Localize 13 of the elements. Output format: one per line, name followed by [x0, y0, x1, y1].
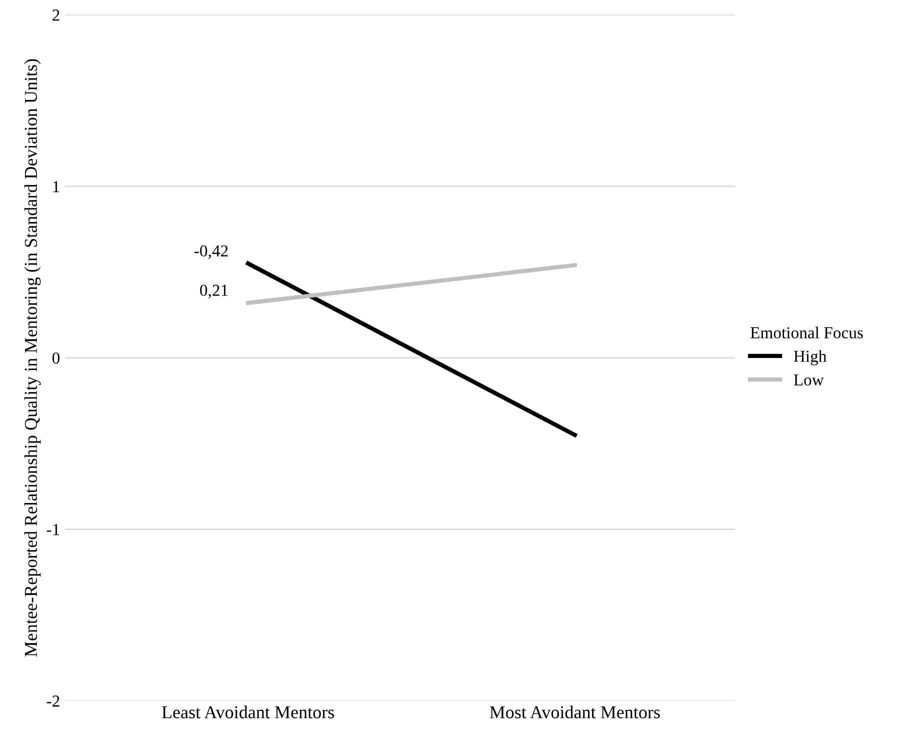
y-tick-label: 1	[53, 181, 60, 192]
x-tick-label: Least Avoidant Mentors	[162, 706, 334, 718]
annotation: 0,21	[200, 284, 228, 298]
y-tick-label: 2	[52, 10, 60, 21]
y-axis-title: Mentee-Reported Relationship Quality in Mentoring (in Standard Deviation Units)	[24, 59, 41, 657]
y-tick-label: -2	[46, 696, 60, 707]
legend-label: High	[794, 350, 826, 366]
y-tick-label: 0	[52, 352, 60, 364]
legend-label: Low	[794, 374, 824, 386]
legend-title: Emotional Focus	[750, 326, 863, 338]
x-tick-label: Most Avoidant Mentors	[490, 706, 660, 718]
y-tick-label: -1	[46, 524, 60, 536]
annotation: -0,42	[194, 245, 228, 259]
